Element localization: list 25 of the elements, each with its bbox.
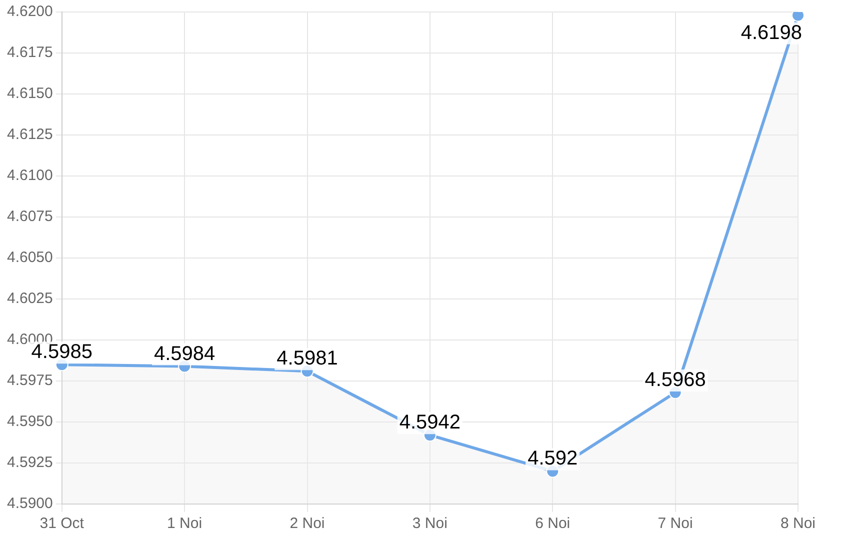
x-tick-label: 1 Noi (167, 515, 202, 532)
x-tick-label: 31 Oct (40, 515, 85, 532)
x-tick-label: 6 Noi (535, 515, 570, 532)
x-tick-label: 7 Noi (658, 515, 693, 532)
y-tick-label: 4.6050 (6, 249, 53, 266)
y-tick-label: 4.5975 (6, 372, 53, 390)
data-label: 4.5984 (154, 342, 216, 365)
data-label: 4.5981 (276, 348, 338, 370)
y-tick-label: 4.6075 (6, 208, 53, 226)
y-tick-label: 4.6025 (6, 290, 53, 308)
y-tick-label: 4.6200 (6, 3, 53, 20)
y-tick-label: 4.5900 (6, 495, 53, 512)
x-tick-label: 3 Noi (412, 515, 448, 532)
y-tick-label: 4.5950 (6, 413, 53, 430)
y-tick-label: 4.6150 (6, 85, 53, 102)
y-tick-label: 4.5925 (6, 454, 53, 472)
x-tick-label: 8 Noi (780, 515, 816, 532)
data-label: 4.5968 (644, 368, 706, 391)
data-label: 4.5942 (399, 412, 461, 434)
y-tick-label: 4.6100 (6, 167, 53, 184)
y-tick-label: 4.6175 (6, 44, 53, 62)
data-label: 4.6198 (740, 22, 802, 44)
y-tick-label: 4.6125 (6, 126, 53, 144)
data-label: 4.592 (528, 448, 578, 470)
x-tick-label: 2 Noi (290, 515, 325, 532)
